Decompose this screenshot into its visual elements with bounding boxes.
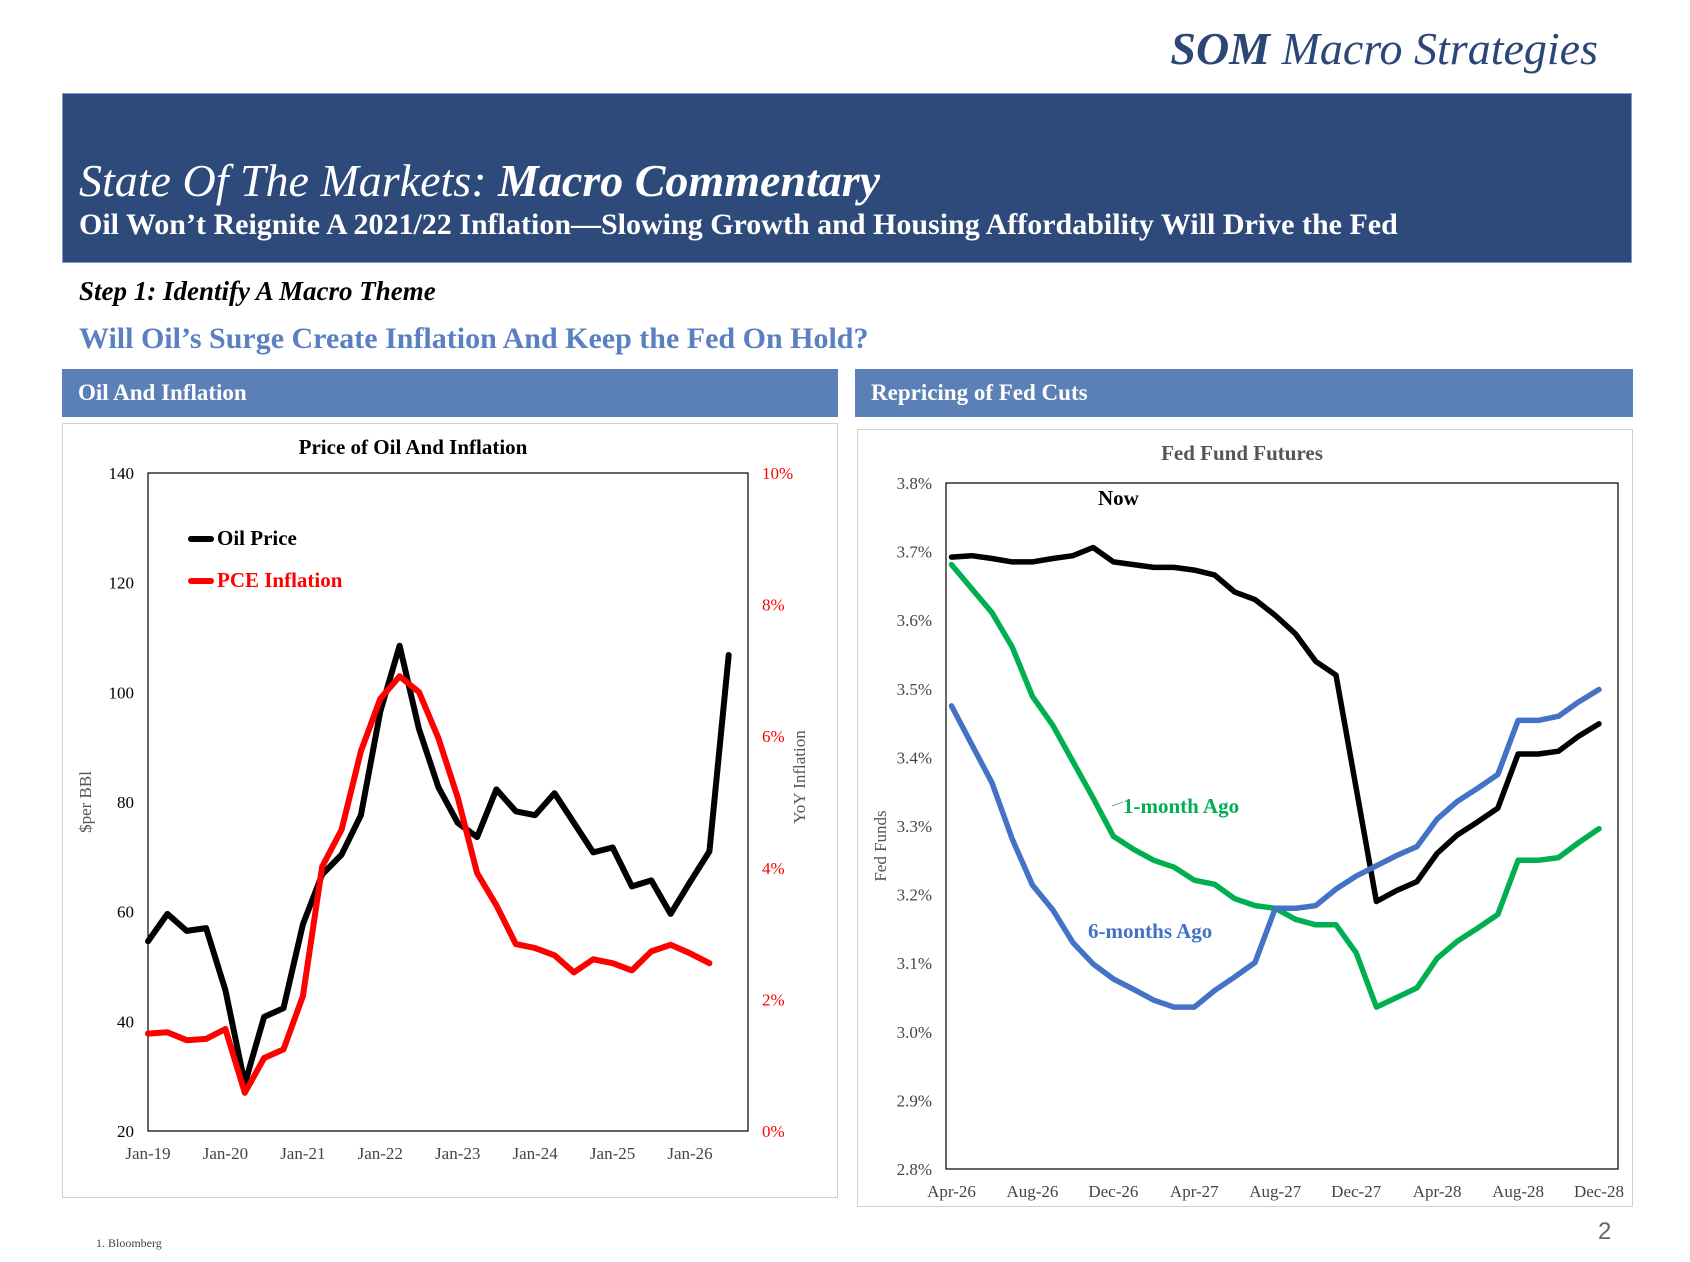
brand-rest: Macro Strategies (1270, 23, 1598, 74)
x-tick-label: Jan-23 (435, 1144, 480, 1163)
x-tick-label: Aug-28 (1492, 1182, 1544, 1201)
y-tick-label: 3.1% (897, 954, 932, 973)
y2-tick-label: 0% (762, 1122, 785, 1141)
y2-axis-label: YoY Inflation (790, 730, 809, 824)
series-line-oil-price (145, 642, 732, 1087)
y-tick-label: 3.4% (897, 748, 932, 767)
y-tick-label: 3.3% (897, 817, 932, 836)
page-subtitle: Oil Won’t Reignite A 2021/22 Inflation—S… (79, 208, 1398, 241)
y2-tick-label: 6% (762, 727, 785, 746)
brand-bold: SOM (1170, 23, 1271, 74)
series-line-now (948, 544, 1602, 905)
y-tick-label: 20 (117, 1122, 134, 1141)
page-number: 2 (1598, 1218, 1612, 1245)
x-tick-label: Aug-26 (1006, 1182, 1058, 1201)
x-tick-label: Jan-24 (512, 1144, 558, 1163)
chart-title: Fed Fund Futures (1161, 441, 1323, 465)
brand-logo: SOM Macro Strategies (1170, 22, 1598, 75)
x-tick-label: Aug-27 (1249, 1182, 1301, 1201)
x-tick-label: Dec-26 (1088, 1182, 1138, 1201)
title-banner: State Of The Markets: Macro Commentary O… (62, 93, 1632, 263)
oil-inflation-chart: Price of Oil And Inflation 140 120 100 80 60 4… (62, 423, 838, 1198)
y-tick-label: 3.6% (897, 611, 932, 630)
x-tick-label: Apr-26 (927, 1182, 976, 1201)
series-line-1-month-ago (948, 561, 1602, 1010)
y2-tick-label: 8% (762, 596, 785, 615)
title-bold-part: Macro Commentary (498, 155, 881, 206)
legend-label: Oil Price (217, 526, 297, 550)
y-axis-label: $per BBl (76, 771, 95, 833)
x-tick-label: Dec-28 (1574, 1182, 1624, 1201)
x-tick-label: Jan-26 (667, 1144, 712, 1163)
y-tick-label: 60 (117, 903, 134, 922)
x-tick-label: Apr-28 (1413, 1182, 1462, 1201)
y-axis-label: Fed Funds (871, 810, 890, 881)
legend-label: PCE Inflation (217, 568, 343, 592)
x-tick-label: Jan-19 (125, 1144, 170, 1163)
title-part: State Of The Markets: (79, 155, 499, 206)
y-tick-label: 140 (109, 464, 135, 483)
panel-header-left: Oil And Inflation (62, 369, 838, 417)
footnote: 1. Bloomberg (96, 1236, 162, 1250)
plot-area (147, 472, 749, 1132)
y-tick-label: 3.5% (897, 680, 932, 699)
series-annotation: Now (1098, 486, 1140, 510)
x-tick-label: Jan-22 (358, 1144, 403, 1163)
y-tick-label: 3.8% (897, 474, 932, 493)
y-tick-label: 3.7% (897, 543, 932, 562)
x-tick-label: Jan-25 (590, 1144, 635, 1163)
series-annotation: 1-month Ago (1123, 794, 1239, 818)
y-tick-label: 80 (117, 793, 134, 812)
series-line-pce-inflation (145, 673, 713, 1096)
y-tick-label: 100 (109, 683, 135, 702)
y-tick-label: 3.2% (897, 886, 932, 905)
y2-tick-label: 4% (762, 859, 785, 878)
panel-header-right: Repricing of Fed Cuts (855, 369, 1633, 417)
x-tick-label: Apr-27 (1170, 1182, 1219, 1201)
x-tick-label: Dec-27 (1331, 1182, 1382, 1201)
plot-area (945, 482, 1619, 1170)
y2-tick-label: 2% (762, 990, 785, 1009)
chart-title: Price of Oil And Inflation (299, 435, 528, 459)
y-tick-label: 2.8% (897, 1160, 932, 1179)
y-tick-label: 3.0% (897, 1023, 932, 1042)
series-line-6-months-ago (948, 686, 1602, 1010)
y-tick-label: 40 (117, 1012, 134, 1031)
y-tick-label: 120 (109, 574, 135, 593)
x-tick-label: Jan-20 (203, 1144, 248, 1163)
step-heading: Step 1: Identify A Macro Theme (79, 276, 436, 306)
y2-tick-label: 10% (762, 464, 793, 483)
y-tick-label: 2.9% (897, 1091, 932, 1110)
theme-question: Will Oil’s Surge Create Inflation And Ke… (79, 322, 869, 355)
annotation-leader (1111, 801, 1124, 807)
x-tick-label: Jan-21 (280, 1144, 325, 1163)
page-title: State Of The Markets: Macro Commentary (79, 154, 880, 207)
fed-futures-chart: Fed Fund Futures 3.8% 3.7% 3.6% 3.5% 3.4% 3.3%… (857, 429, 1633, 1207)
series-annotation: 6-months Ago (1088, 919, 1212, 943)
